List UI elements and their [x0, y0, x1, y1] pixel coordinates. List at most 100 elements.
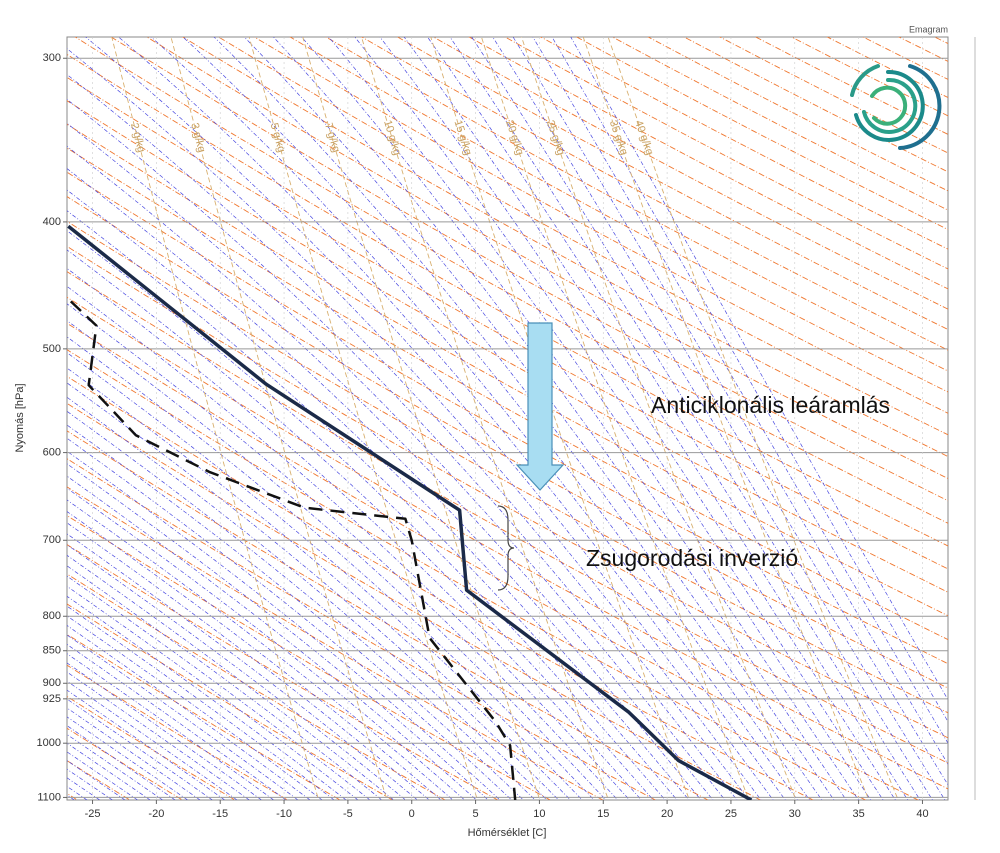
reference-line: [67, 122, 726, 800]
reference-line: [325, 37, 948, 372]
reference-line: [272, 37, 847, 800]
reference-line: [67, 48, 762, 800]
reference-line: [67, 123, 948, 617]
x-tick-label: -5: [343, 808, 353, 820]
reference-line: [0, 19, 5, 805]
reference-line: [67, 695, 236, 800]
reference-line: [67, 296, 948, 790]
reference-line: [289, 37, 948, 393]
x-tick-label: 10: [533, 808, 545, 820]
reference-line: [67, 189, 690, 800]
y-tick-label: 850: [43, 645, 61, 657]
y-axis-label: Nyomás [hPa]: [14, 383, 26, 452]
reference-line: [67, 230, 666, 800]
reference-line: [67, 396, 548, 800]
reference-line: [67, 437, 513, 800]
mixing-ratio-line: [302, 37, 541, 800]
reference-line: [67, 499, 454, 800]
y-tick-label: 800: [43, 610, 61, 622]
reference-line: [67, 727, 184, 800]
reference-line: [67, 352, 583, 800]
logo: [850, 64, 942, 150]
reference-line: [379, 37, 896, 800]
reference-line: [67, 450, 501, 800]
reference-line: [539, 37, 948, 250]
reference-line: [67, 533, 418, 800]
reference-line: [67, 615, 323, 800]
reference-line: [301, 37, 859, 800]
reference-line: [67, 424, 524, 800]
reference-line: [396, 37, 948, 331]
reference-line: [67, 145, 714, 800]
mixing-ratio-line: [170, 37, 388, 800]
reference-line: [67, 349, 867, 800]
reference-line: [243, 37, 835, 800]
reference-line: [328, 37, 872, 800]
reference-line: [570, 37, 948, 701]
reference-line: [468, 37, 948, 290]
y-tick-label: 1000: [37, 737, 61, 749]
reference-line: [110, 37, 948, 502]
reference-line: [67, 320, 607, 800]
reference-line: [67, 74, 750, 800]
plot-area: [66, 36, 949, 801]
x-tick-label: 25: [725, 808, 737, 820]
reference-line: [427, 37, 921, 800]
reference-line: [67, 245, 948, 739]
reference-line: [67, 171, 948, 665]
x-tick-label: -10: [276, 808, 292, 820]
reference-line: [67, 689, 226, 800]
reference-line: [67, 196, 948, 689]
reference-line: [67, 575, 371, 800]
mixing-ratio-line: [607, 37, 899, 800]
reference-line: [67, 625, 311, 800]
reference-line: [67, 486, 604, 800]
reference-line: [360, 37, 948, 351]
y-tick-label: 700: [43, 534, 61, 546]
reference-line: [150, 37, 798, 800]
reference-line: [403, 37, 909, 800]
reference-line: [67, 336, 595, 800]
x-tick-label: 15: [597, 808, 609, 820]
reference-line: [67, 463, 489, 800]
reference-line: [67, 544, 499, 800]
x-tick-label: 35: [852, 808, 864, 820]
annotation: Anticiklonális leáramlás: [651, 392, 890, 418]
y-tick-label: 900: [43, 677, 61, 689]
mixing-ratio-line: [521, 37, 797, 800]
reference-line: [67, 382, 560, 800]
x-tick-label: 30: [789, 808, 801, 820]
y-tick-label: 400: [43, 216, 61, 228]
y-tick-label: 300: [43, 52, 61, 64]
reference-line: [213, 37, 823, 800]
reference-line: [67, 653, 275, 800]
reference-line: [67, 76, 948, 570]
y-tick-label: 600: [43, 446, 61, 458]
x-tick-label: -25: [85, 808, 101, 820]
x-tick-label: 0: [409, 808, 415, 820]
reference-line: [67, 643, 287, 800]
reference-line: [67, 402, 762, 800]
x-axis-label: Hőmérséklet [C]: [468, 827, 547, 839]
reference-line: [67, 458, 657, 800]
reference-line: [67, 511, 442, 800]
reference-line: [67, 220, 948, 714]
reference-line: [67, 634, 299, 800]
reference-line: [504, 37, 948, 270]
profile-line: [67, 224, 753, 800]
reference-line: [67, 605, 335, 800]
profiles: [67, 224, 753, 800]
reference-line: [67, 544, 407, 800]
reference-line: [182, 37, 811, 800]
reference-line: [67, 285, 630, 800]
reference-line: [67, 522, 430, 800]
brace: [497, 505, 515, 591]
reference-line: [67, 249, 654, 800]
x-tick-label: 5: [473, 808, 479, 820]
reference-line: [67, 514, 552, 800]
reference-line: [146, 37, 948, 479]
background-lines: 2 g/kg 3 g/kg 5 g/kg 7 g/kg 10 g/kg 15 g/kg 20…: [0, 19, 948, 805]
reference-line: [67, 698, 213, 800]
reference-line: [67, 664, 289, 800]
y-tick-label: 500: [43, 343, 61, 355]
